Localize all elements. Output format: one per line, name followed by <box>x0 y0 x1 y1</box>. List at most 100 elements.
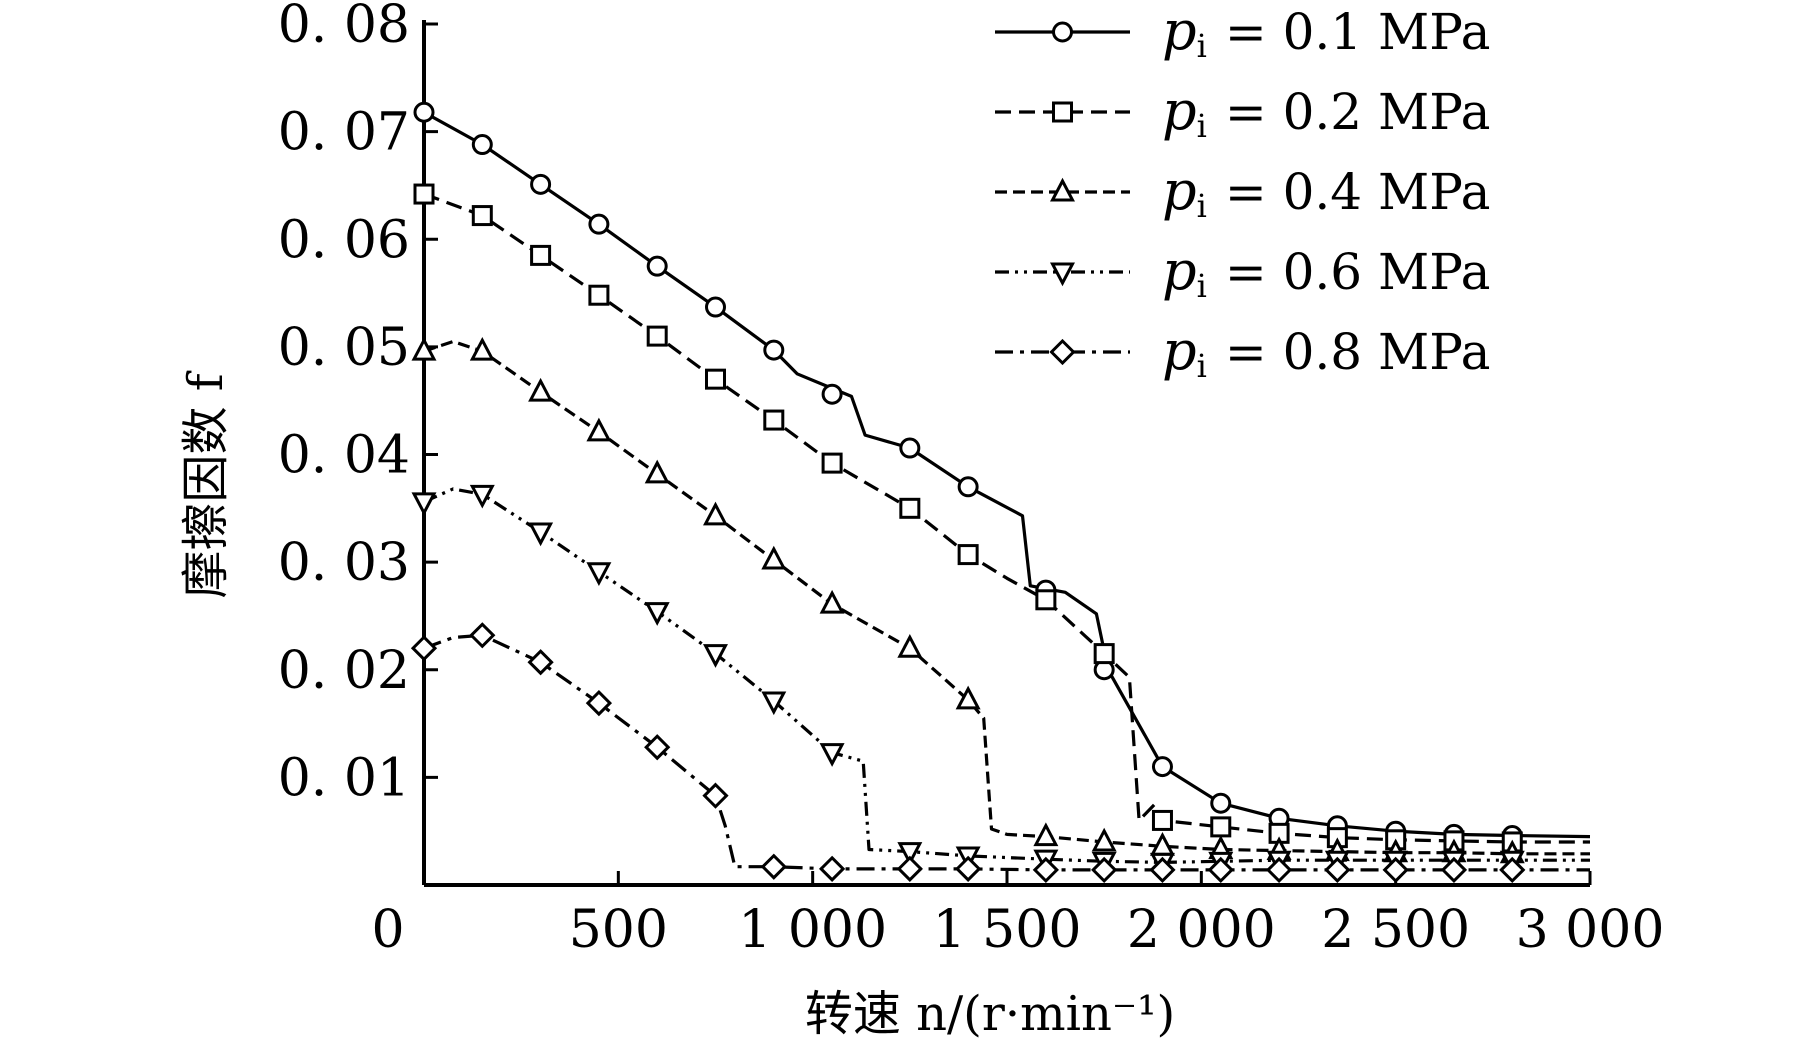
data-point <box>588 213 610 235</box>
legend-marker <box>1052 101 1073 123</box>
data-point <box>1093 643 1115 665</box>
legend-label: pi = 0.2 MPa <box>1162 79 1490 145</box>
data-point <box>527 649 554 676</box>
x-tick-label: 1 000 <box>738 900 887 960</box>
data-point <box>1324 856 1351 884</box>
axes: 0 500 1 000 1 500 2 000 2 500 3 000 0. 01 0. 02 0… <box>278 0 1665 960</box>
data-point <box>1091 856 1118 884</box>
data-point <box>644 602 670 626</box>
data-point <box>1151 756 1173 778</box>
x-tick-label: 3 000 <box>1516 900 1665 960</box>
legend-marker <box>1050 262 1075 287</box>
data-point <box>819 589 845 614</box>
data-point <box>469 622 496 649</box>
legend-item: pi = 0.1 MPa <box>995 0 1490 65</box>
data-point <box>586 562 612 587</box>
y-tick-label: 0. 06 <box>278 210 410 270</box>
data-point <box>530 173 552 195</box>
data-point <box>957 544 979 566</box>
data-point <box>471 205 493 227</box>
data-point <box>411 492 437 517</box>
legend-label: pi = 0.1 MPa <box>1162 0 1490 65</box>
data-point <box>413 101 435 123</box>
legend-item: pi = 0.6 MPa <box>995 239 1490 305</box>
data-point <box>761 545 787 570</box>
data-point <box>1210 816 1232 838</box>
data-point <box>644 459 670 484</box>
y-tick-label: 0. 04 <box>278 426 410 486</box>
x-axis-title: 转速 n/(r·min⁻¹) <box>805 986 1175 1042</box>
series-line <box>423 487 1590 864</box>
data-point <box>955 855 982 882</box>
data-point <box>1032 856 1059 884</box>
series-3 <box>411 336 1590 864</box>
data-point <box>530 244 552 266</box>
data-point <box>1440 856 1468 884</box>
data-point <box>585 689 613 717</box>
data-point <box>896 855 923 882</box>
data-point <box>1033 822 1059 847</box>
data-point <box>411 336 437 361</box>
data-point <box>819 743 845 767</box>
data-point <box>588 284 610 306</box>
data-point <box>469 336 495 361</box>
x-tick-label: 2 000 <box>1127 900 1276 960</box>
data-point <box>646 325 668 347</box>
data-point <box>705 368 726 390</box>
data-point <box>702 782 729 809</box>
data-point <box>821 452 843 474</box>
data-point <box>705 296 726 318</box>
y-tick-label: 0. 08 <box>278 0 410 55</box>
data-point <box>957 476 979 498</box>
y-tick-label: 0. 01 <box>278 748 410 808</box>
data-point <box>644 734 671 761</box>
data-point <box>471 134 493 156</box>
x-tick-label: 0 <box>371 900 404 960</box>
data-point <box>897 842 923 866</box>
data-point <box>763 339 785 361</box>
legend-item: pi = 0.8 MPa <box>995 319 1490 385</box>
data-point <box>760 853 787 880</box>
data-point <box>646 255 668 277</box>
data-point <box>410 635 438 662</box>
data-point <box>703 501 728 526</box>
data-point <box>469 484 495 509</box>
data-point <box>899 497 921 519</box>
series-layer <box>410 101 1591 884</box>
data-point <box>763 409 785 431</box>
data-point <box>1207 856 1234 884</box>
legend-marker <box>1052 21 1073 43</box>
data-point <box>761 691 787 716</box>
data-point <box>413 183 435 205</box>
data-point <box>1091 827 1117 852</box>
legend-label: pi = 0.6 MPa <box>1162 239 1490 305</box>
data-point <box>897 634 923 658</box>
legend-label: pi = 0.8 MPa <box>1162 319 1490 385</box>
data-point <box>955 685 981 710</box>
y-axis-title: 摩擦因数 f <box>178 370 234 598</box>
data-point <box>1499 856 1526 884</box>
legend-marker <box>1050 177 1075 202</box>
data-point <box>821 383 843 405</box>
y-tick-label: 0. 03 <box>278 533 410 593</box>
data-point <box>1210 792 1232 814</box>
y-tick-label: 0. 05 <box>278 318 410 378</box>
data-point <box>586 417 612 442</box>
y-tick-label: 0. 02 <box>278 641 410 701</box>
data-point <box>1149 856 1176 884</box>
data-point <box>818 855 846 882</box>
data-point <box>1265 856 1293 884</box>
x-tick-label: 1 500 <box>933 900 1082 960</box>
x-tick-label: 500 <box>569 900 668 960</box>
series-2 <box>413 183 1590 853</box>
data-point <box>528 522 554 547</box>
data-point <box>1151 809 1173 831</box>
legend-item: pi = 0.2 MPa <box>995 79 1490 145</box>
series-5 <box>410 622 1590 884</box>
series-4 <box>411 484 1590 877</box>
data-point <box>528 377 554 402</box>
x-tick-label: 2 500 <box>1321 900 1470 960</box>
data-point <box>899 437 921 459</box>
legend-marker <box>1049 338 1076 366</box>
